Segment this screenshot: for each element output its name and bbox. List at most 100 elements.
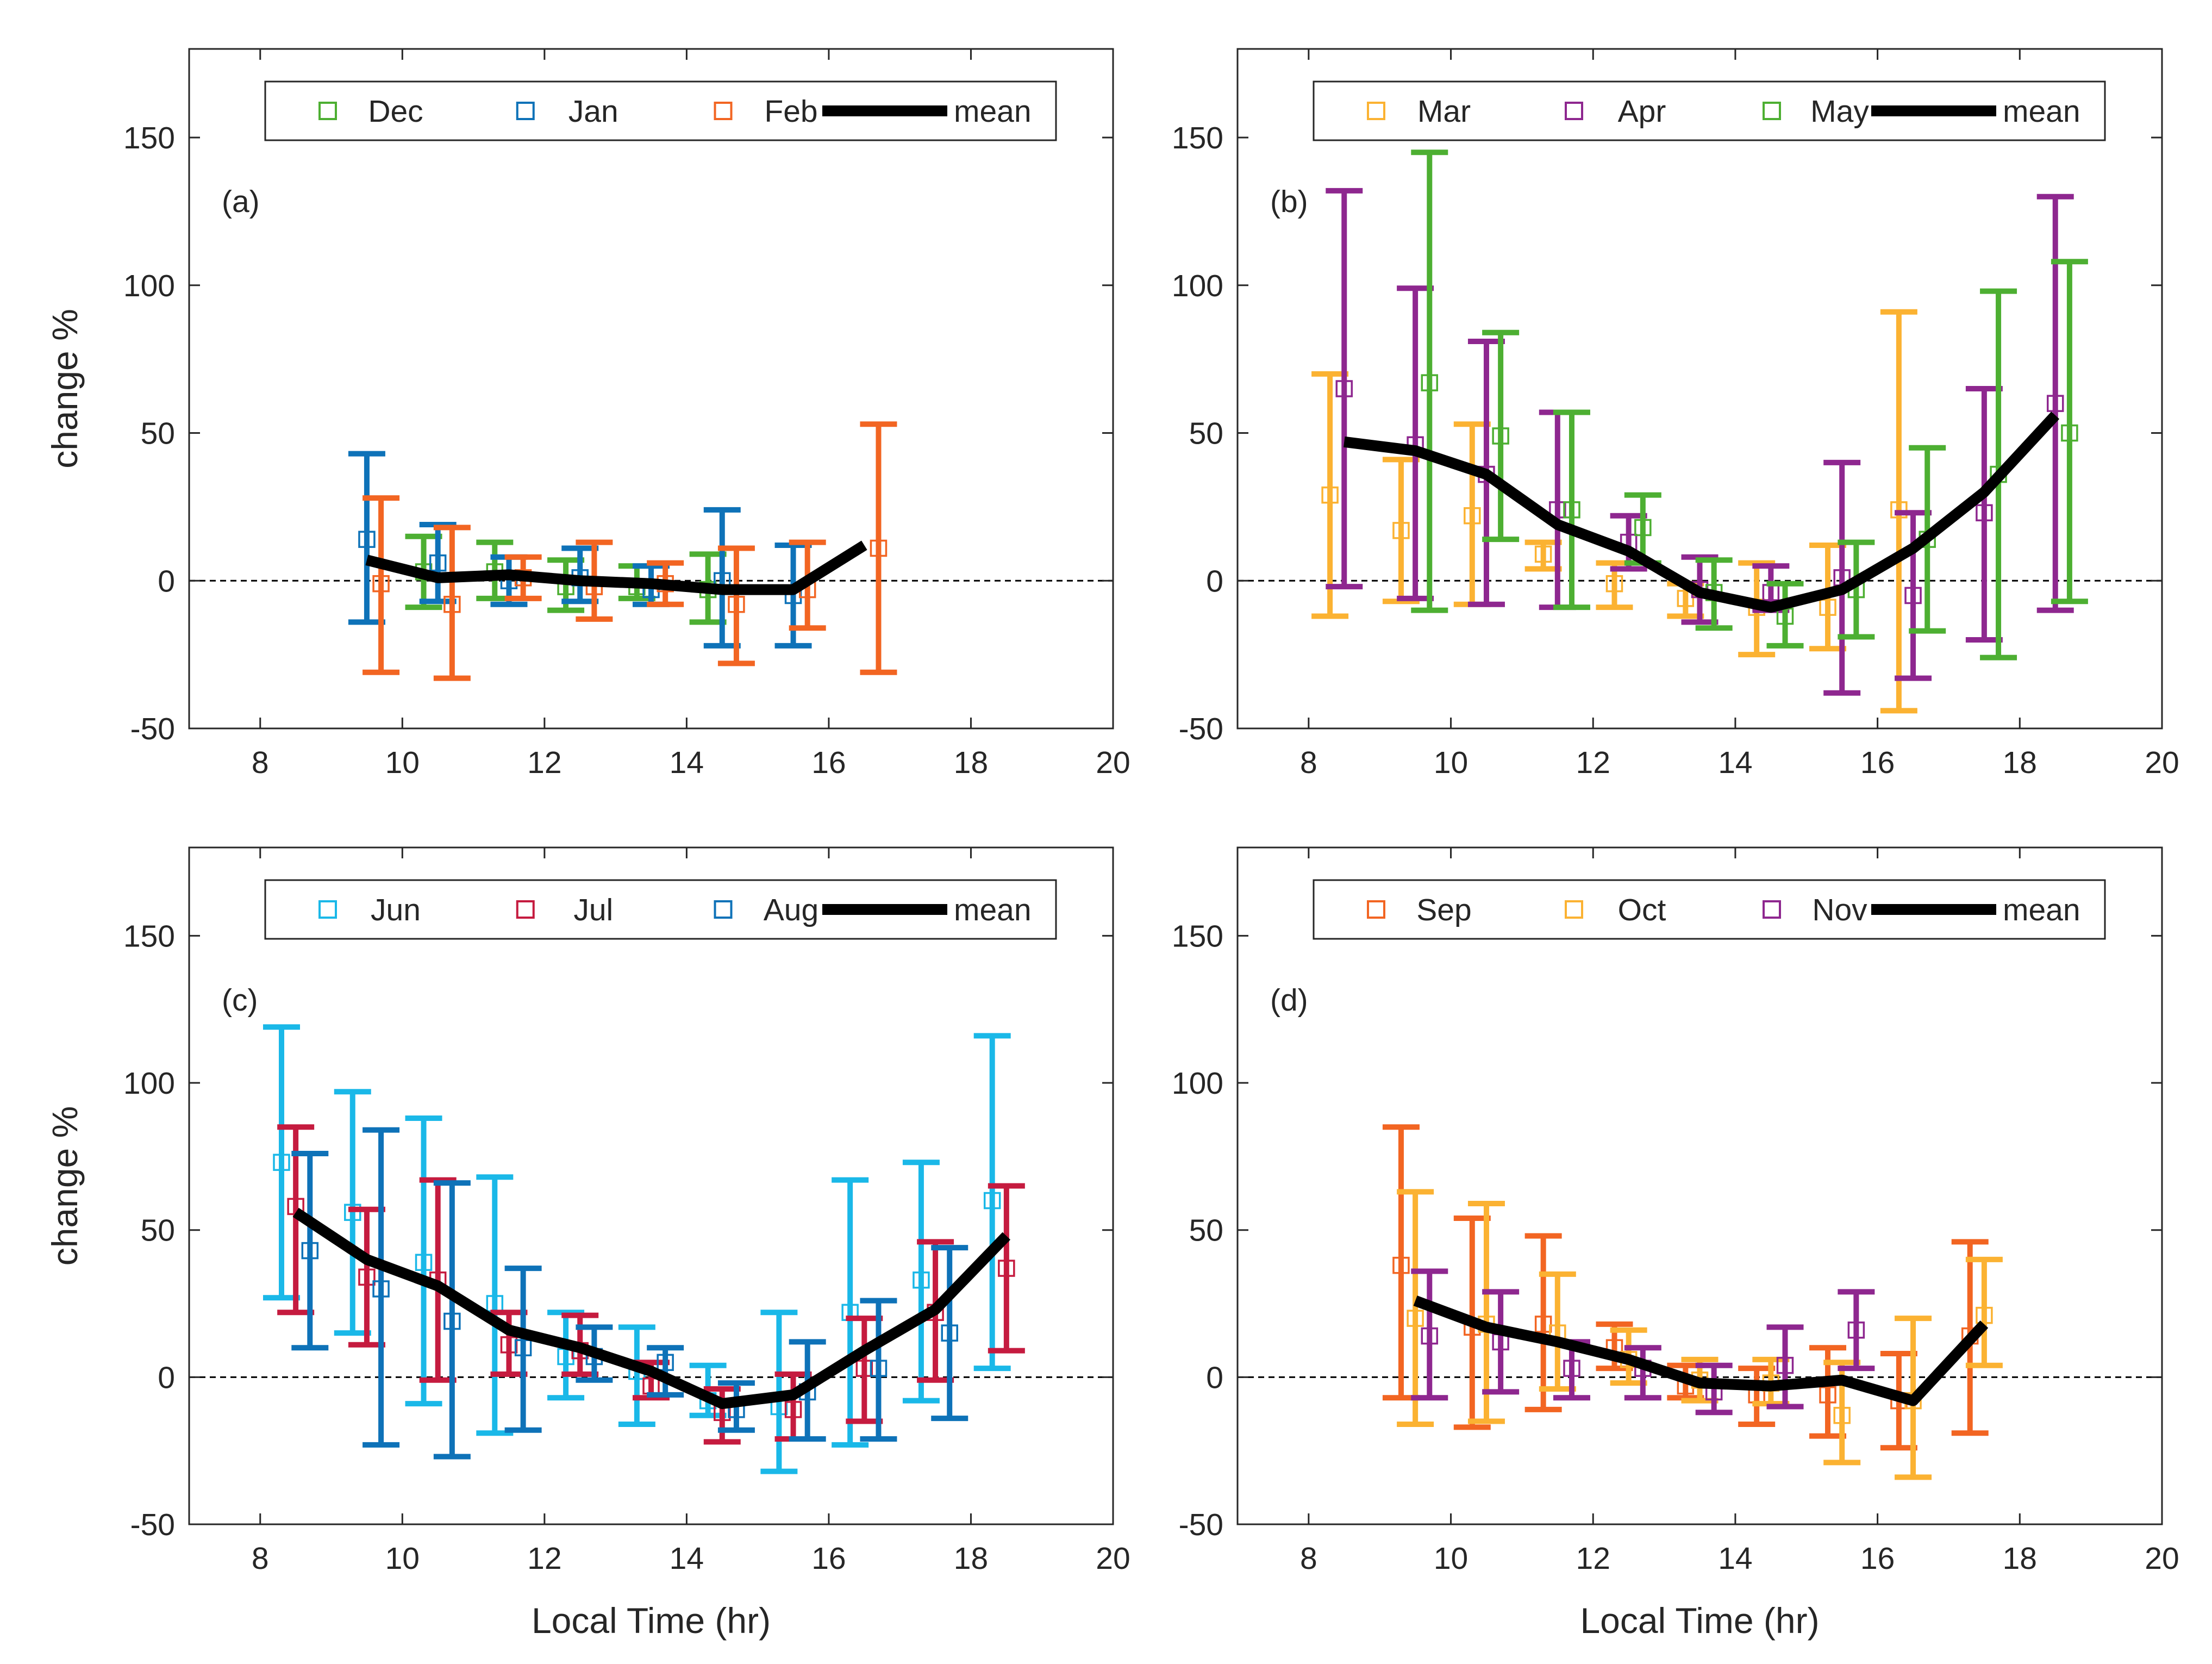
legend-marker-dec	[318, 102, 337, 120]
y-tick-label: -50	[130, 1507, 175, 1542]
data-point	[983, 1192, 1001, 1210]
x-tick-label: 16	[811, 745, 846, 780]
x-axis-title: Local Time (hr)	[532, 1600, 771, 1641]
x-tick-label: 8	[252, 1541, 269, 1576]
data-point	[358, 1268, 376, 1286]
x-tick-label: 12	[527, 1541, 561, 1576]
data-point	[1407, 1310, 1424, 1327]
data-point	[1847, 1321, 1865, 1339]
data-point	[1492, 427, 1509, 445]
legend: Jun Jul Aug mean	[264, 879, 1057, 940]
panel-d: 8 10 12 14 16 18 20 -50 0 50 100 150 Local Time (hr)…	[1172, 846, 2179, 1641]
mean-line	[1413, 1295, 1989, 1406]
x-tick-label: 14	[1718, 1541, 1752, 1576]
data-point	[1563, 1360, 1580, 1377]
x-tick-label: 18	[2003, 745, 2037, 780]
x-tick-label: 14	[670, 745, 704, 780]
y-tick-label: 50	[1189, 416, 1223, 451]
data-point	[372, 575, 390, 593]
data-point	[2061, 424, 2078, 442]
y-tick-label: 50	[141, 416, 175, 451]
data-point	[1421, 374, 1439, 391]
legend-marker-apr	[1565, 102, 1583, 120]
series-feb	[363, 421, 897, 681]
y-tick-label: 100	[123, 269, 175, 303]
x-tick-label: 16	[1860, 745, 1895, 780]
axes-frame	[1236, 846, 2163, 1525]
y-tick-label: -50	[1179, 712, 1223, 746]
data-point	[1549, 501, 1566, 519]
data-point	[1534, 1316, 1552, 1333]
y-tick-label: 100	[1172, 269, 1223, 303]
y-axis-title: change %	[45, 309, 85, 469]
panel-label: (c)	[222, 983, 258, 1018]
data-point	[1976, 504, 1993, 522]
data-point	[784, 1401, 802, 1418]
x-tick-label: 20	[1096, 1541, 1130, 1576]
panel-label: (a)	[222, 184, 260, 219]
x-tick-label: 12	[1576, 1541, 1610, 1576]
legend-label-mean: mean	[954, 893, 1032, 927]
x-tick-label: 10	[385, 1541, 420, 1576]
x-tick-label: 8	[1300, 745, 1317, 780]
data-point	[443, 595, 461, 613]
y-tick-label: 100	[1172, 1066, 1223, 1101]
panel-label: (d)	[1270, 983, 1308, 1018]
data-point	[1776, 1356, 1794, 1374]
y-tick-label: 150	[1172, 121, 1223, 155]
x-tick-label: 10	[385, 745, 420, 780]
data-point	[1677, 590, 1695, 607]
x-tick-label: 10	[1434, 745, 1468, 780]
data-point	[273, 1154, 290, 1171]
legend-marker-may	[1763, 102, 1781, 120]
legend: Dec Jan Feb mean	[264, 80, 1057, 141]
x-tick-label: 8	[252, 745, 269, 780]
mean-line	[292, 1207, 1011, 1410]
data-point	[500, 1336, 518, 1354]
y-tick-label: 0	[158, 564, 175, 599]
x-tick-label: 20	[1096, 745, 1130, 780]
y-tick-label: 150	[123, 121, 175, 155]
data-point	[1392, 1256, 1410, 1274]
y-tick-label: -50	[130, 712, 175, 746]
data-point	[514, 1339, 532, 1356]
data-point	[1321, 486, 1339, 504]
data-point	[344, 1204, 361, 1221]
legend-label-mean: mean	[954, 94, 1032, 129]
y-tick-label: 100	[123, 1066, 175, 1101]
legend-label: Oct	[1618, 893, 1666, 927]
data-point	[1890, 501, 1908, 519]
data-point	[1464, 507, 1481, 525]
data-point	[941, 1324, 958, 1342]
axes-frame	[188, 846, 1114, 1525]
legend-label: Dec	[368, 94, 423, 129]
x-tick-label: 12	[527, 745, 561, 780]
panel-c: 8 10 12 14 16 18 20 -50 0 50 100 150 change % Local T…	[45, 846, 1130, 1641]
data-point	[1833, 1406, 1851, 1424]
x-tick-label: 20	[2145, 745, 2179, 780]
y-tick-label: 0	[1206, 1360, 1223, 1395]
data-point	[443, 1312, 461, 1330]
legend-label: Jan	[568, 94, 618, 129]
data-point	[870, 1360, 888, 1377]
series-mar	[1311, 309, 1917, 714]
axes-frame	[1236, 48, 2163, 730]
legend-label-mean: mean	[2003, 94, 2080, 129]
series-apr	[1326, 188, 2074, 696]
legend-marker-jun	[318, 900, 337, 919]
legend-marker-mar	[1367, 102, 1385, 120]
data-point	[1904, 587, 1922, 604]
y-tick-label: 0	[1206, 564, 1223, 599]
data-point	[415, 1254, 433, 1271]
data-point	[1335, 380, 1353, 397]
x-tick-label: 12	[1576, 745, 1610, 780]
data-point	[657, 1354, 674, 1372]
legend-marker-sep	[1367, 900, 1385, 919]
legend-marker-oct	[1565, 900, 1583, 919]
x-tick-label: 18	[2003, 1541, 2037, 1576]
data-point	[1819, 1386, 1836, 1404]
series-aug	[291, 1127, 968, 1460]
axes-frame	[188, 48, 1114, 730]
legend-label: Nov	[1812, 893, 1867, 927]
